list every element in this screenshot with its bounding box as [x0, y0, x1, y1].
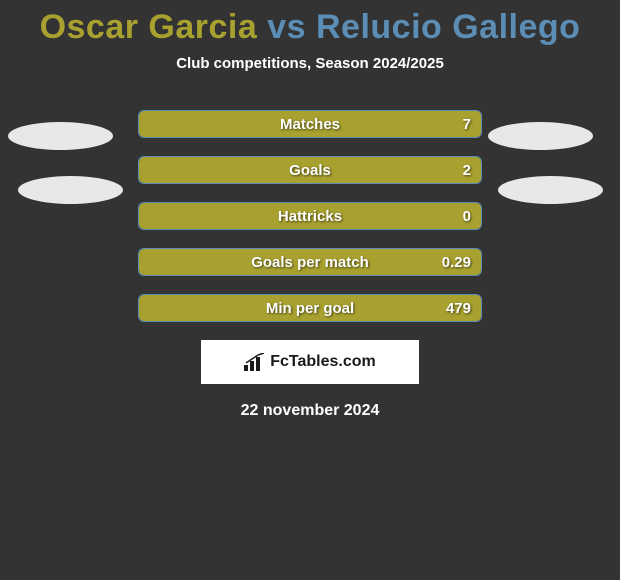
bar-value: 0 [463, 203, 471, 229]
bar-value: 7 [463, 111, 471, 137]
vs-text: vs [257, 8, 316, 46]
bar-row: Min per goal 479 [138, 294, 482, 322]
bar-value: 479 [446, 295, 471, 321]
bar-row: Matches 7 [138, 110, 482, 138]
avatar-placeholder-left-1 [8, 122, 113, 150]
logo-text: FcTables.com [270, 353, 376, 371]
bar-label: Hattricks [139, 203, 481, 229]
player1-name: Oscar Garcia [40, 8, 258, 46]
player2-name: Relucio Gallego [316, 8, 580, 46]
date-text: 22 november 2024 [0, 402, 620, 420]
comparison-bars: Matches 7 Goals 2 Hattricks 0 Goals per … [138, 110, 482, 322]
bar-value: 2 [463, 157, 471, 183]
subtitle: Club competitions, Season 2024/2025 [0, 55, 620, 72]
bar-label: Min per goal [139, 295, 481, 321]
avatar-placeholder-right-1 [488, 122, 593, 150]
bar-label: Goals per match [139, 249, 481, 275]
bar-value: 0.29 [442, 249, 471, 275]
bar-label: Matches [139, 111, 481, 137]
bar-label: Goals [139, 157, 481, 183]
bar-row: Goals per match 0.29 [138, 248, 482, 276]
page-title: Oscar Garcia vs Relucio Gallego [0, 0, 620, 47]
fctables-logo: FcTables.com [201, 340, 419, 384]
bar-row: Goals 2 [138, 156, 482, 184]
avatar-placeholder-right-2 [498, 176, 603, 204]
bar-row: Hattricks 0 [138, 202, 482, 230]
bars-icon [244, 353, 266, 371]
avatar-placeholder-left-2 [18, 176, 123, 204]
